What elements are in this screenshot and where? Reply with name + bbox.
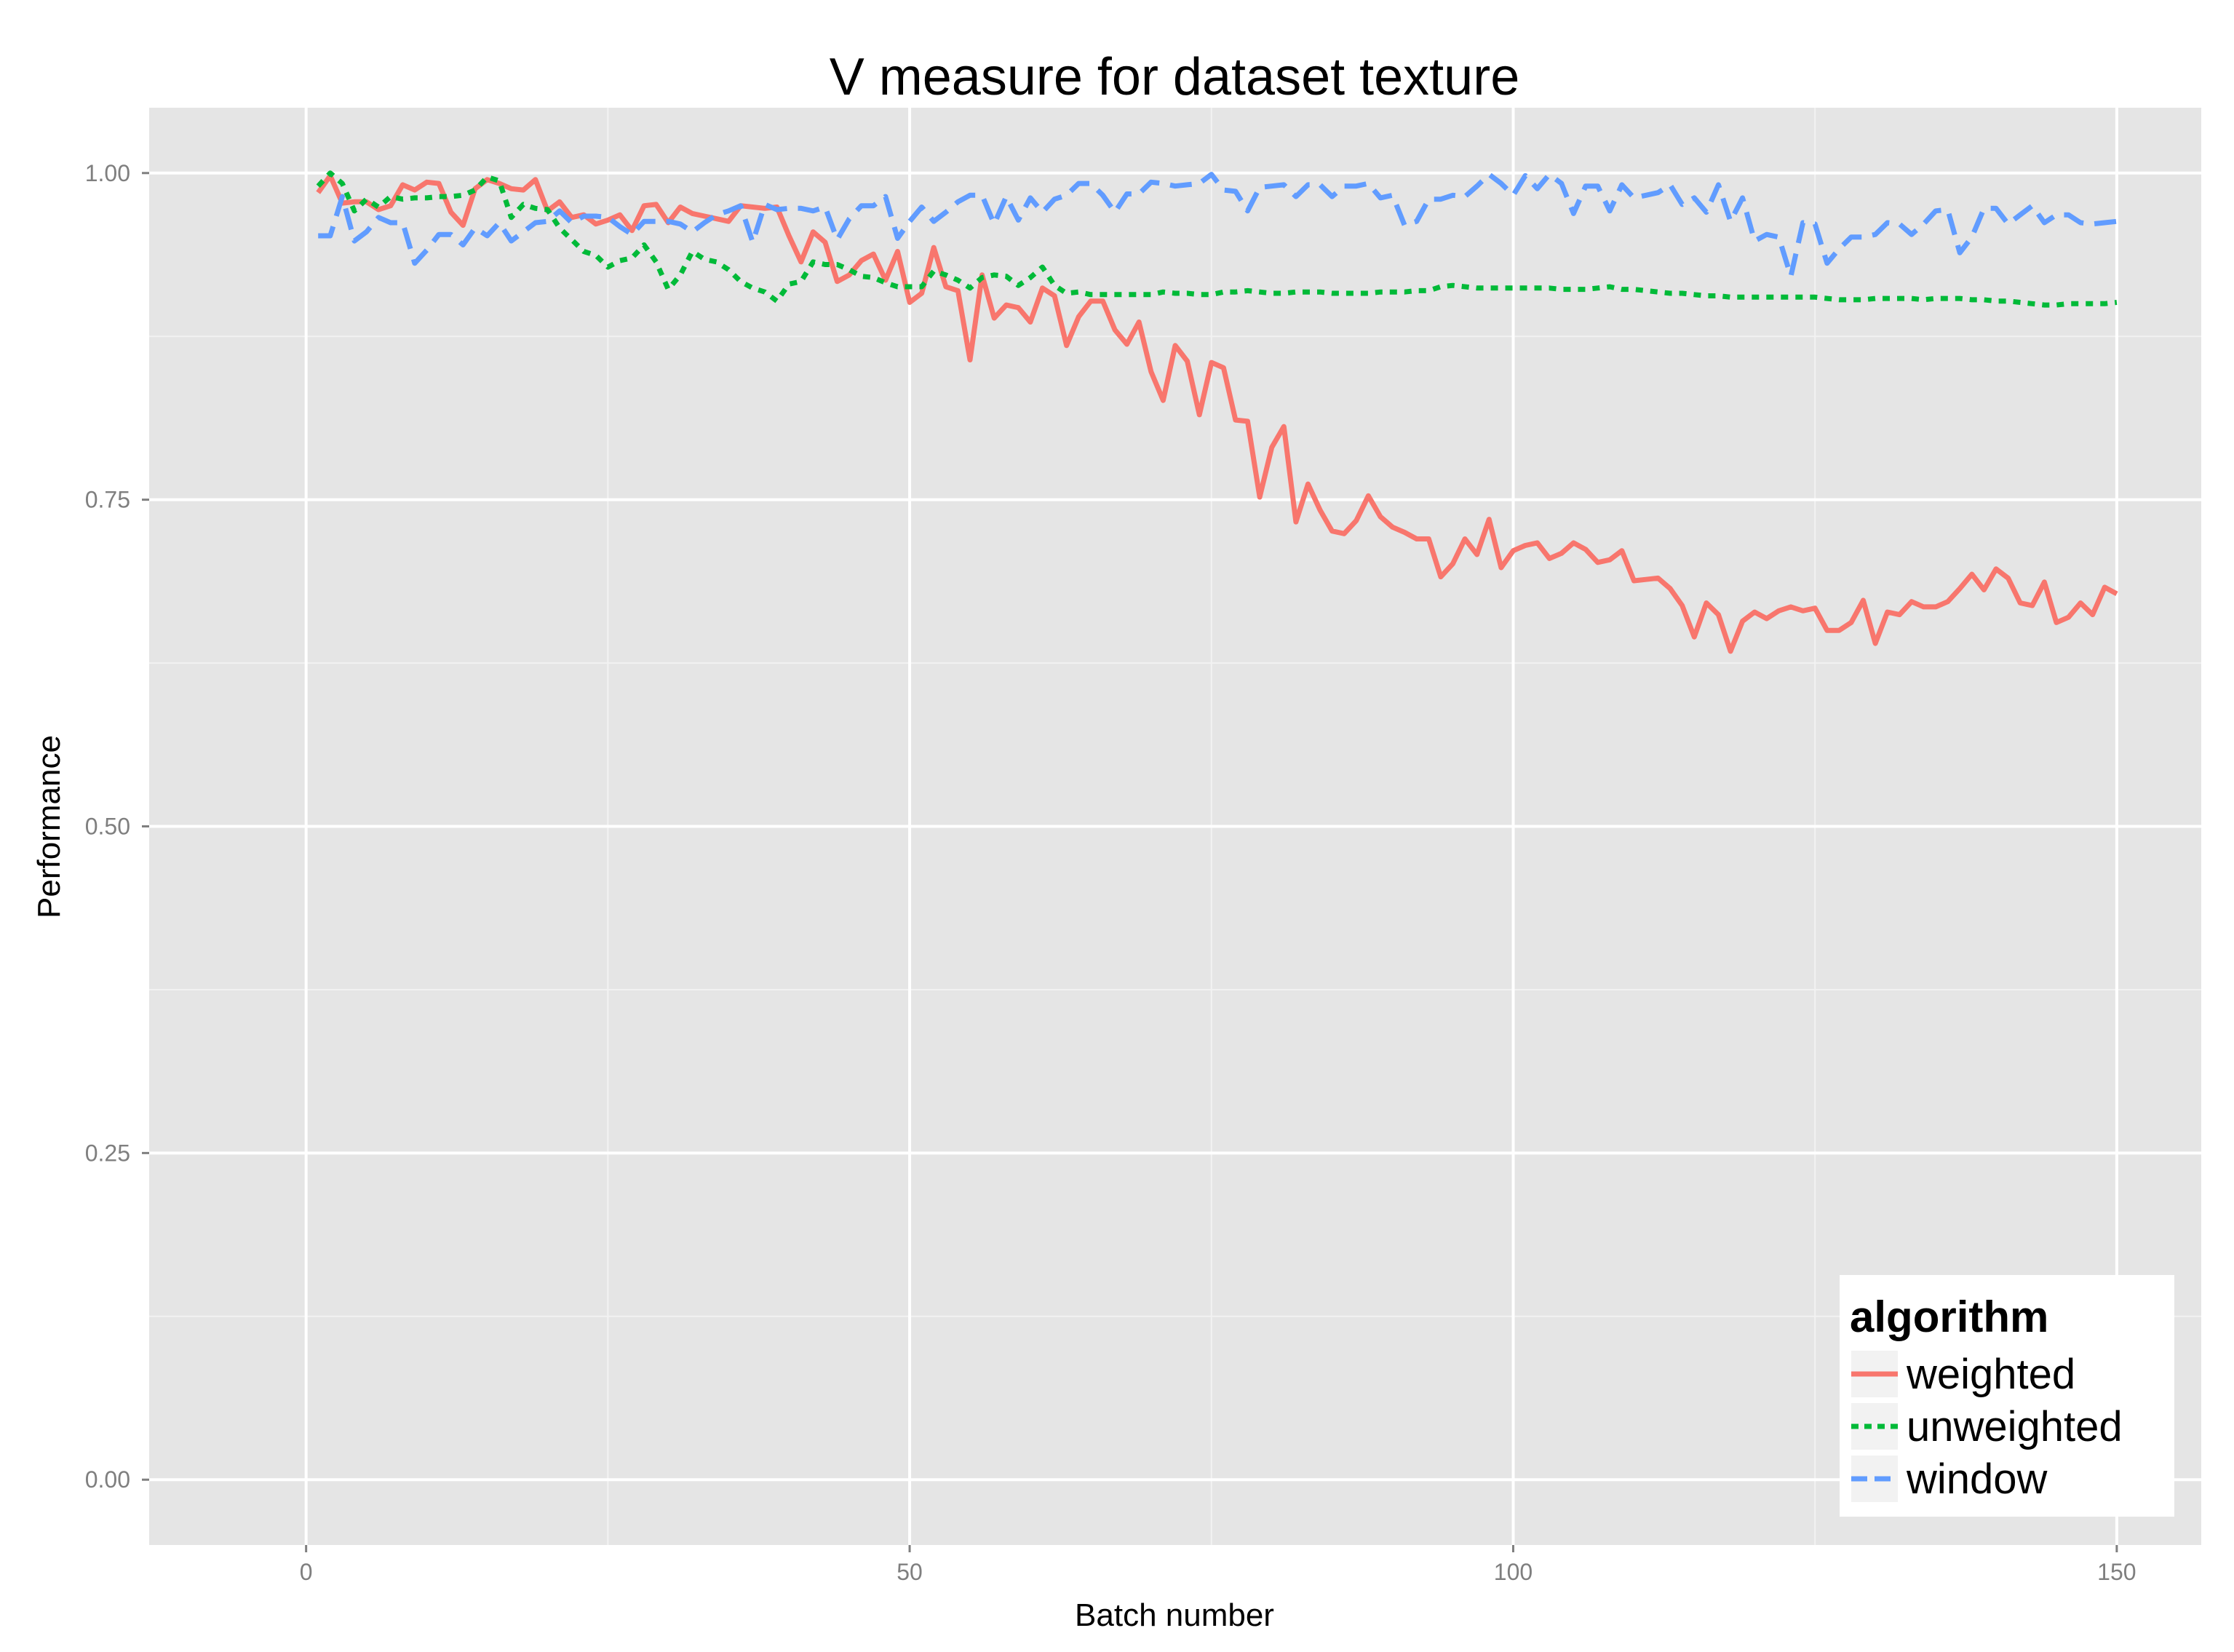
x-tick-label: 0 (300, 1559, 313, 1585)
chart-title: V measure for dataset texture (830, 48, 1519, 106)
series-line-window (318, 172, 2118, 279)
legend: algorithm weighted unweighted window (1840, 1275, 2174, 1517)
series-line-unweighted (316, 170, 2118, 308)
x-axis-title: Batch number (1075, 1597, 1274, 1633)
axis-ticks: 0 50 100 150 0.00 0.25 0.50 0.75 1.00 (85, 160, 2136, 1585)
y-tick-label: 0.00 (85, 1466, 130, 1493)
legend-items: weighted unweighted window (1851, 1351, 2123, 1503)
y-tick-label: 1.00 (85, 160, 130, 186)
x-tick-label: 50 (897, 1559, 923, 1585)
legend-key-bg (1851, 1403, 1898, 1450)
y-tick-label: 0.50 (85, 814, 130, 840)
legend-label-weighted: weighted (1906, 1351, 2075, 1398)
x-tick-label: 150 (2097, 1559, 2136, 1585)
series-layer (316, 170, 2118, 654)
y-tick-label: 0.75 (85, 487, 130, 513)
y-axis-title: Performance (31, 735, 67, 918)
legend-label-window: window (1906, 1456, 2048, 1503)
major-gridlines (149, 108, 2201, 1545)
legend-label-unweighted: unweighted (1907, 1403, 2123, 1450)
y-tick-label: 0.25 (85, 1140, 130, 1166)
x-tick-label: 100 (1494, 1559, 1533, 1585)
series-line-weighted (316, 172, 2118, 654)
legend-title: algorithm (1850, 1292, 2048, 1341)
